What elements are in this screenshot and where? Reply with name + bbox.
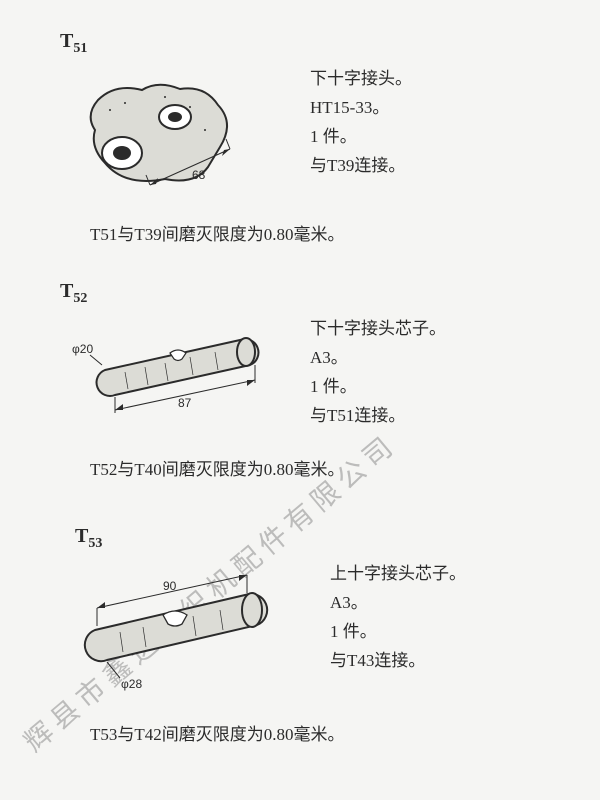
spec-line: 1 件。	[330, 618, 466, 647]
part-number-main: T	[60, 30, 73, 52]
spec-list-t53: 上十字接头芯子。 A3。 1 件。 与T43连接。	[330, 560, 466, 676]
footnote-t52: T52与T40间磨灭限度为0.80毫米。	[90, 455, 345, 480]
drawing-t51: 68	[70, 75, 270, 210]
part-number-sub: 51	[73, 41, 87, 56]
drawing-t53-svg: 90 φ28	[65, 560, 295, 700]
spec-line: A3。	[310, 344, 446, 373]
drawing-t52-svg: φ20 87	[70, 315, 290, 445]
spec-line: HT15-33。	[310, 94, 412, 123]
spec-line: 与T43连接。	[330, 647, 466, 676]
footnote-t53: T53与T42间磨灭限度为0.80毫米。	[90, 720, 345, 745]
part-number-t52: T52	[60, 280, 87, 307]
part-number-sub: 52	[73, 291, 87, 306]
dim-t52-length: 87	[178, 396, 192, 410]
spec-line: 下十字接头芯子。	[310, 315, 446, 344]
spec-line: 与T51连接。	[310, 402, 446, 431]
part-number-main: T	[75, 525, 88, 547]
drawing-t53: 90 φ28	[65, 560, 295, 705]
spec-list-t52: 下十字接头芯子。 A3。 1 件。 与T51连接。	[310, 315, 446, 431]
spec-line: 1 件。	[310, 123, 412, 152]
footnote-t51: T51与T39间磨灭限度为0.80毫米。	[90, 220, 345, 245]
spec-line: 上十字接头芯子。	[330, 560, 466, 589]
dim-t53-dia: φ28	[121, 677, 142, 691]
part-number-t53: T53	[75, 525, 102, 552]
drawing-t51-svg: 68	[70, 75, 270, 205]
spec-line: 下十字接头。	[310, 65, 412, 94]
spec-line: A3。	[330, 589, 466, 618]
dim-t52-dia: φ20	[72, 342, 93, 356]
drawing-t52: φ20 87	[70, 315, 290, 450]
spec-line: 1 件。	[310, 373, 446, 402]
page: 辉县市鑫达纺织机配件有限公司 T51	[0, 0, 600, 800]
dim-t51-length: 68	[192, 168, 206, 182]
spec-line: 与T39连接。	[310, 152, 412, 181]
dim-t53-length: 90	[163, 579, 177, 593]
part-number-sub: 53	[88, 536, 102, 551]
part-number-t51: T51	[60, 30, 87, 57]
part-number-main: T	[60, 280, 73, 302]
spec-list-t51: 下十字接头。 HT15-33。 1 件。 与T39连接。	[310, 65, 412, 181]
